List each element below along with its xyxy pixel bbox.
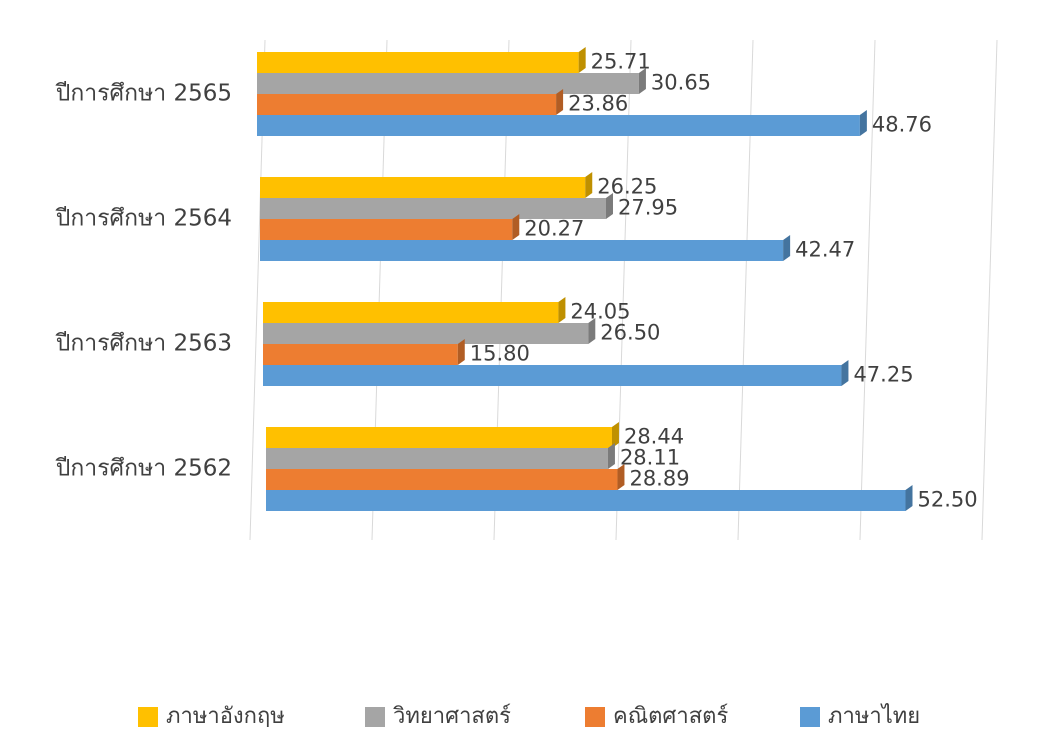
bar [263, 302, 559, 323]
category-label: ปีการศึกษา 2565 [55, 81, 232, 107]
value-label: 27.95 [618, 196, 678, 220]
bar [260, 219, 513, 240]
bar-end [512, 214, 520, 240]
bar-end [588, 318, 596, 344]
bar-end [585, 172, 593, 198]
bar [266, 490, 906, 511]
grid-line [981, 39, 998, 541]
grid-line [859, 39, 876, 541]
bar [263, 365, 842, 386]
bar-end [617, 464, 625, 490]
bar [257, 94, 557, 115]
legend-label: ภาษาไทย [828, 703, 920, 729]
category-label: ปีการศึกษา 2563 [55, 331, 232, 357]
bar-end [558, 297, 566, 323]
bar [260, 198, 606, 219]
value-label: 24.05 [570, 300, 630, 324]
bar-end [457, 339, 465, 365]
value-label: 26.25 [597, 175, 657, 199]
bar [257, 52, 579, 73]
value-label: 30.65 [651, 71, 711, 95]
bar-end [611, 422, 619, 448]
bar-end [556, 89, 564, 115]
legend-label: วิทยาศาสตร์ [392, 704, 511, 729]
bar [257, 115, 860, 136]
bar [257, 73, 639, 94]
value-label: 25.71 [591, 50, 651, 74]
value-label: 15.80 [470, 342, 530, 366]
bar [263, 344, 458, 365]
value-label: 48.76 [872, 113, 932, 137]
bar [266, 448, 608, 469]
bar-end [605, 193, 613, 219]
bar [266, 427, 612, 448]
legend-label: คณิตศาสตร์ [613, 704, 728, 729]
legend-swatch [800, 707, 820, 727]
bar [263, 323, 589, 344]
bar [260, 177, 586, 198]
legend-label: ภาษาอังกฤษ [166, 704, 285, 729]
bar [260, 240, 784, 261]
bar-end [578, 47, 586, 73]
category-label: ปีการศึกษา 2564 [55, 206, 232, 232]
bar-end [607, 443, 615, 469]
bar-end [783, 235, 791, 261]
value-label: 28.44 [624, 425, 684, 449]
value-label: 42.47 [795, 238, 855, 262]
category-label: ปีการศึกษา 2562 [55, 456, 232, 482]
legend-swatch [365, 707, 385, 727]
legend-swatch [138, 707, 158, 727]
bar-end [859, 110, 867, 136]
value-label: 28.89 [629, 467, 689, 491]
bar-end [638, 68, 646, 94]
bar-end [905, 485, 913, 511]
legend-swatch [585, 707, 605, 727]
bar [266, 469, 618, 490]
value-label: 23.86 [568, 92, 628, 116]
value-label: 52.50 [918, 488, 978, 512]
bar-end [841, 360, 849, 386]
value-label: 47.25 [853, 363, 913, 387]
value-label: 20.27 [524, 217, 584, 241]
value-label: 28.11 [620, 446, 680, 470]
value-label: 26.50 [600, 321, 660, 345]
